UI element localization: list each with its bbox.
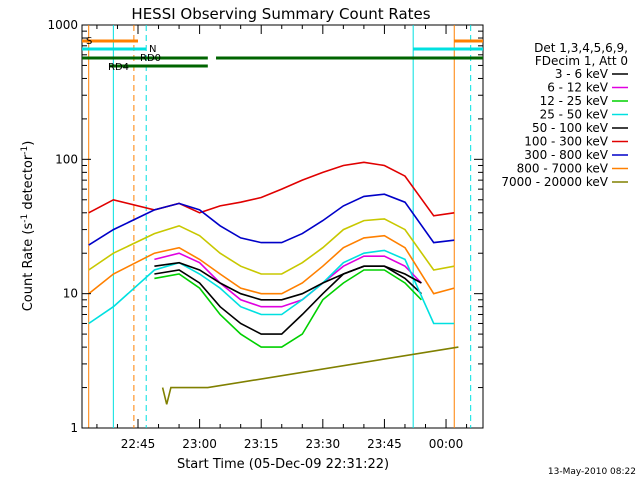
y-axis-label-part: ) bbox=[21, 141, 36, 146]
y-axis-label-part: detector bbox=[21, 154, 36, 214]
flag-label: RD0 bbox=[140, 53, 161, 64]
x-tick-label: 22:45 bbox=[121, 437, 156, 451]
series-line bbox=[88, 161, 455, 217]
y-ticks: 1 10 100 1000 bbox=[47, 18, 483, 435]
legend-entry-label: 12 - 25 keV bbox=[540, 94, 609, 108]
x-tick-label: 23:30 bbox=[306, 437, 341, 451]
x-axis-label: Start Time (05-Dec-09 22:31:22) bbox=[177, 457, 389, 472]
legend-header: Det 1,3,4,5,6,9, bbox=[534, 41, 628, 55]
legend-entry-label: 300 - 800 keV bbox=[524, 148, 608, 162]
series-line bbox=[161, 346, 459, 405]
y-tick-label: 100 bbox=[55, 152, 78, 166]
legend-entry-label: 100 - 300 keV bbox=[524, 135, 608, 149]
y-axis-label: Count Rate (s-1 detector-1) bbox=[20, 141, 36, 312]
series-line bbox=[88, 249, 455, 325]
flag-label: S bbox=[86, 36, 92, 47]
x-tick-label: 00:00 bbox=[429, 437, 464, 451]
series-line bbox=[154, 265, 422, 335]
legend-entry-label: 800 - 7000 keV bbox=[517, 162, 609, 176]
y-tick-label: 10 bbox=[63, 287, 78, 301]
flag-label: RD4 bbox=[108, 62, 129, 73]
y-axis-label-exp: -1 bbox=[20, 146, 30, 155]
series-line bbox=[154, 261, 422, 301]
legend-entry-label: 6 - 12 keV bbox=[547, 81, 609, 95]
x-tick-label: 23:45 bbox=[367, 437, 402, 451]
timestamp: 13-May-2010 08:22 bbox=[548, 467, 636, 477]
y-axis-label-exp: -1 bbox=[20, 214, 30, 223]
series-line bbox=[88, 218, 455, 275]
x-tick-label: 23:15 bbox=[244, 437, 279, 451]
legend-entry-label: 3 - 6 keV bbox=[555, 67, 609, 81]
y-tick-label: 1 bbox=[70, 421, 78, 435]
series-layer bbox=[88, 161, 459, 405]
series-line bbox=[88, 234, 455, 295]
y-tick-label: 1000 bbox=[47, 18, 78, 32]
legend-entry-label: 25 - 50 keV bbox=[540, 108, 609, 122]
x-ticks: 22:45 23:00 23:15 23:30 23:45 00:00 bbox=[96, 25, 468, 451]
series-line bbox=[88, 193, 455, 246]
plot-frame bbox=[81, 24, 484, 429]
y-axis-label-part: Count Rate (s bbox=[21, 223, 36, 312]
flag-label: N bbox=[149, 44, 156, 55]
legend-header: FDecim 1, Att 0 bbox=[535, 54, 628, 68]
series-line bbox=[154, 252, 422, 308]
x-tick-label: 23:00 bbox=[182, 437, 217, 451]
series-line bbox=[154, 269, 422, 348]
chart-title: HESSI Observing Summary Count Rates bbox=[131, 5, 430, 23]
legend: Det 1,3,4,5,6,9, FDecim 1, Att 0 3 - 6 k… bbox=[501, 41, 628, 189]
legend-entry-label: 50 - 100 keV bbox=[532, 121, 609, 135]
legend-entry-label: 7000 - 20000 keV bbox=[501, 175, 608, 189]
